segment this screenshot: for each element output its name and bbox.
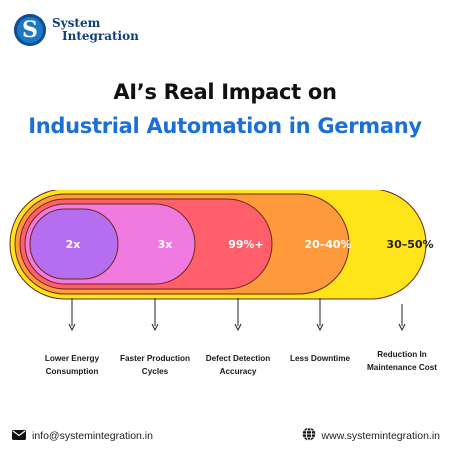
- caption-0-line-0: Lower Energy: [45, 354, 100, 363]
- value-label-1: 3x: [158, 238, 173, 251]
- value-label-4: 30–50%: [386, 238, 433, 251]
- pointer-arrowhead-2: [234, 323, 242, 332]
- pointer-group: [68, 298, 406, 332]
- capsule-group: [9, 190, 427, 300]
- pointer-arrowhead-4: [398, 323, 406, 332]
- pointer-arrowhead-3: [316, 323, 324, 332]
- value-label-0: 2x: [66, 238, 81, 251]
- caption-4-line-1: Maintenance Cost: [367, 363, 437, 372]
- brand-logo: S System Integration: [14, 14, 154, 48]
- label-group: 2x Lower Energy Consumption 3x Faster Produc…: [45, 238, 437, 376]
- website-text: www.systemintegration.in: [321, 430, 440, 442]
- email-text: info@systemintegration.in: [32, 430, 153, 442]
- footer-website[interactable]: www.systemintegration.in: [302, 426, 440, 446]
- brand-name-line2: Integration: [62, 29, 139, 43]
- pointer-arrowhead-0: [68, 323, 76, 332]
- logo-mark-icon: S: [14, 14, 46, 46]
- page-title-line2: Industrial Automation in Germany: [28, 114, 422, 138]
- capsule-0: [29, 208, 119, 280]
- globe-icon: [302, 426, 316, 446]
- page-title-line1: AI’s Real Impact on: [113, 80, 337, 104]
- value-label-3: 20–40%: [304, 238, 351, 251]
- caption-4-line-0: Reduction In: [377, 350, 427, 359]
- caption-2-line-1: Accuracy: [220, 367, 257, 376]
- caption-0-line-1: Consumption: [46, 367, 99, 376]
- pointer-arrowhead-1: [151, 323, 159, 332]
- logo-letter: S: [22, 17, 38, 43]
- impact-chart: 2x Lower Energy Consumption 3x Faster Produc…: [9, 190, 437, 376]
- mail-icon: [12, 427, 26, 445]
- caption-1-line-1: Cycles: [142, 367, 169, 376]
- footer-email[interactable]: info@systemintegration.in: [12, 428, 153, 444]
- brand-name-line1: System: [52, 16, 101, 30]
- brand-name: System Integration: [52, 17, 139, 43]
- caption-1-line-0: Faster Production: [120, 354, 190, 363]
- value-label-2: 99%+: [228, 238, 264, 251]
- caption-3-line-0: Less Downtime: [290, 354, 351, 363]
- caption-2-line-0: Defect Detection: [206, 354, 271, 363]
